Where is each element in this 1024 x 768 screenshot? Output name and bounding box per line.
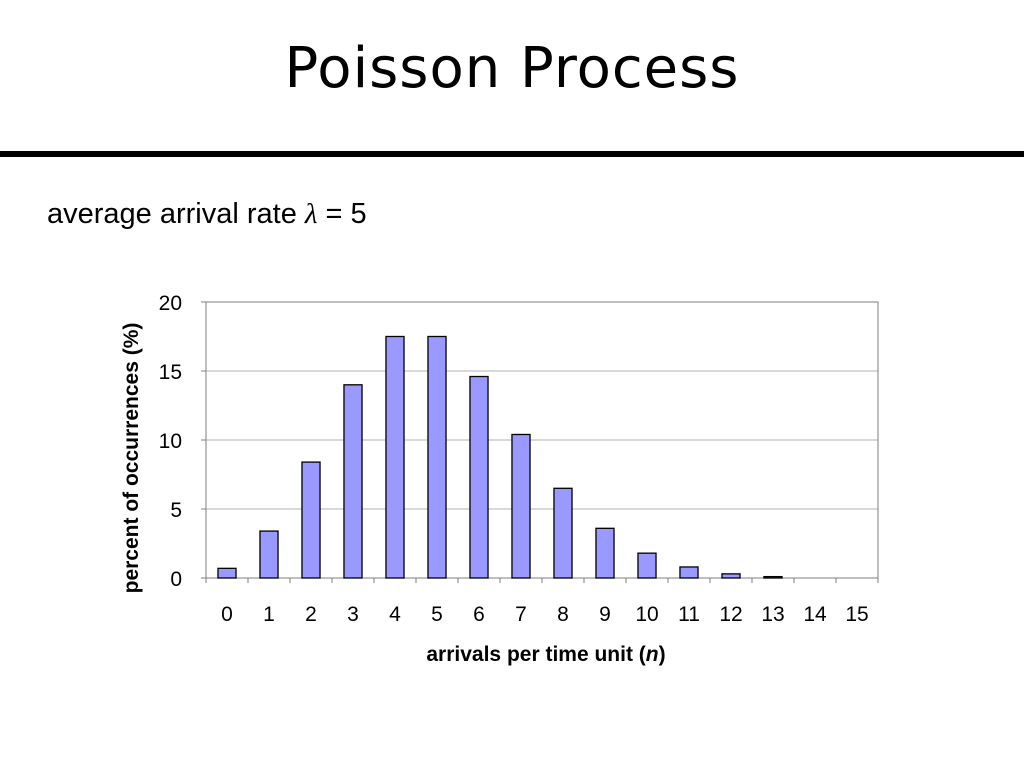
bar (343, 384, 363, 579)
x-tick-label: 11 (678, 603, 700, 626)
x-tick-label: 5 (431, 603, 443, 626)
x-tick-label: 12 (719, 603, 742, 626)
x-tick-label: 13 (761, 603, 784, 626)
x-tick-label: 10 (635, 603, 658, 626)
lambda-symbol: λ (304, 198, 318, 230)
x-axis: 0 1 2 3 4 5 6 7 8 9 10 11 12 13 14 15 (205, 578, 879, 626)
x-tick-label: 14 (803, 603, 827, 626)
x-tick-label: 3 (347, 603, 359, 626)
x-tick-label: 6 (473, 603, 485, 626)
bar (595, 527, 615, 579)
bar (763, 575, 783, 579)
bar (217, 567, 237, 579)
x-tick-label: 7 (515, 603, 527, 626)
x-tick-label: 4 (389, 603, 401, 626)
subtitle-text: average arrival rate (47, 198, 305, 230)
bar (259, 530, 279, 579)
bar (301, 461, 321, 579)
y-tick-label: 20 (159, 292, 182, 315)
bar (721, 573, 741, 579)
x-tick-label: 1 (263, 603, 275, 626)
bar (553, 487, 573, 579)
x-tick-label: 15 (845, 603, 868, 626)
y-tick-label: 10 (159, 430, 182, 453)
title-divider (0, 151, 1024, 157)
x-axis-title: arrivals per time unit (n) (426, 643, 665, 666)
bar (469, 375, 489, 579)
slide-subtitle: average arrival rate λ = 5 (47, 198, 367, 231)
x-tick-label: 0 (221, 603, 233, 626)
bars (217, 335, 783, 579)
x-tick-label: 9 (599, 603, 611, 626)
y-tick-label: 5 (170, 499, 182, 522)
y-tick-label: 0 (170, 568, 182, 591)
bar (385, 335, 405, 579)
x-axis-title-prefix: arrivals per time unit ( (426, 643, 645, 666)
slide-title: Poisson Process (284, 36, 740, 101)
x-axis-title-variable: n (646, 643, 659, 666)
subtitle-value: = 5 (317, 198, 367, 230)
bar (511, 433, 531, 579)
bar (427, 335, 447, 579)
y-axis: 0 5 10 15 20 (159, 292, 206, 591)
x-tick-label: 8 (557, 603, 569, 626)
y-tick-label: 15 (159, 361, 182, 384)
x-axis-title-suffix: ) (659, 643, 666, 666)
x-tick-label: 2 (305, 603, 317, 626)
y-axis-title: percent of occurrences (%) (120, 323, 143, 594)
bar (637, 552, 657, 579)
bar (679, 566, 699, 579)
